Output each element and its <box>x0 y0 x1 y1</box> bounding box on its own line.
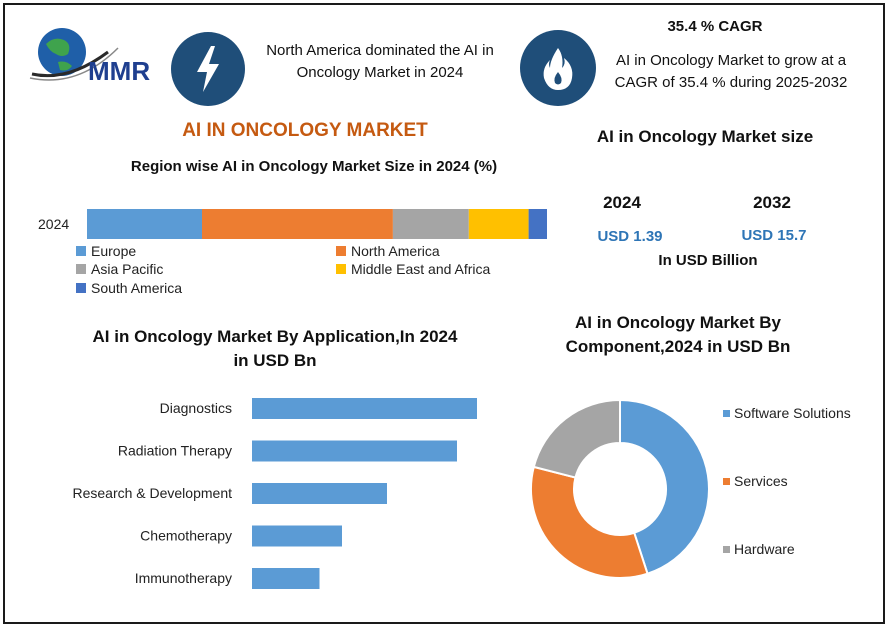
region-segment-asia-pacific <box>392 209 469 239</box>
legend-label: Middle East and Africa <box>351 261 491 277</box>
legend-europe: Europe <box>76 243 136 259</box>
legend-label: North America <box>351 243 440 259</box>
legend-middle-east-and-africa: Middle East and Africa <box>336 261 490 277</box>
app-bar-radiation-therapy <box>252 440 457 462</box>
region-stacked-chart: 2024 <box>38 209 547 239</box>
app-bar-diagnostics <box>252 398 477 419</box>
legend-north-america: North America <box>336 243 440 259</box>
donut-slice-services <box>530 465 649 579</box>
region-segment-europe <box>87 209 202 239</box>
infographic-frame <box>3 3 885 624</box>
legend-swatch <box>76 246 86 256</box>
region-segment-south-america <box>528 209 547 239</box>
legend-asia-pacific: Asia Pacific <box>76 261 163 277</box>
donut-legend-swatch <box>723 478 730 485</box>
mmr-logo: MMR <box>28 22 168 92</box>
region-year-label: 2024 <box>38 216 69 232</box>
legend-swatch <box>76 264 86 274</box>
application-chart-title-line1: AI in Oncology Market By Application,In … <box>92 327 458 346</box>
app-bar-chemotherapy <box>252 525 342 547</box>
app-category-label: Diagnostics <box>160 400 232 416</box>
app-category-label: Chemotherapy <box>140 528 232 544</box>
flame-icon <box>520 30 596 106</box>
year-2024-label: 2024 <box>603 193 641 212</box>
logo-text: MMR <box>88 56 150 86</box>
component-chart-title-line1: AI in Oncology Market By <box>575 313 781 332</box>
region-segment-north-america <box>202 209 393 239</box>
legend-south-america: South America <box>76 280 182 296</box>
app-category-label: Research & Development <box>72 485 232 501</box>
unit-label: In USD Billion <box>658 252 758 269</box>
app-bar-research-development <box>252 483 387 504</box>
legend-swatch <box>76 283 86 293</box>
legend-label: Asia Pacific <box>91 261 164 277</box>
app-bar-immunotherapy <box>252 568 320 589</box>
value-2024: USD 1.39 <box>597 228 663 245</box>
application-bar-chart: Diagnostics Radiation Therapy Research & D… <box>72 398 477 589</box>
left-highlight-text: North America dominated the AI in Oncolo… <box>266 42 494 81</box>
app-category-label: Radiation Therapy <box>118 443 232 459</box>
donut-legend-label: Hardware <box>734 541 795 557</box>
donut-legend-swatch <box>723 546 730 553</box>
legend-swatch <box>336 246 346 256</box>
donut-slice-hardware <box>532 398 621 479</box>
region-chart-title: Region wise AI in Oncology Market Size i… <box>130 158 498 175</box>
component-donut-chart: Software Solutions Services Hardware <box>530 398 851 579</box>
legend-label: Europe <box>91 243 137 259</box>
donut-legend-label: Services <box>734 473 788 489</box>
right-highlight-text: AI in Oncology Market to grow at a CAGR … <box>614 52 848 91</box>
value-2032: USD 15.7 <box>741 227 807 244</box>
donut-legend-label: Software Solutions <box>734 405 851 421</box>
donut-slice-software-solutions <box>619 398 710 575</box>
market-size-title: AI in Oncology Market size <box>596 127 814 146</box>
donut-legend-swatch <box>723 410 730 417</box>
year-2032-label: 2032 <box>753 193 791 212</box>
legend-swatch <box>336 264 346 274</box>
legend-label: South America <box>91 280 183 296</box>
main-title: AI IN ONCOLOGY MARKET <box>182 120 428 141</box>
cagr-title: 35.4 % CAGR <box>667 18 763 35</box>
component-chart-title-line2: Component,2024 in USD Bn <box>565 337 791 356</box>
application-chart-title-line2: in USD Bn <box>233 351 317 370</box>
lightning-bolt-icon <box>171 32 245 106</box>
region-segment-middle-east-and-africa <box>468 209 529 239</box>
app-category-label: Immunotherapy <box>135 570 232 586</box>
